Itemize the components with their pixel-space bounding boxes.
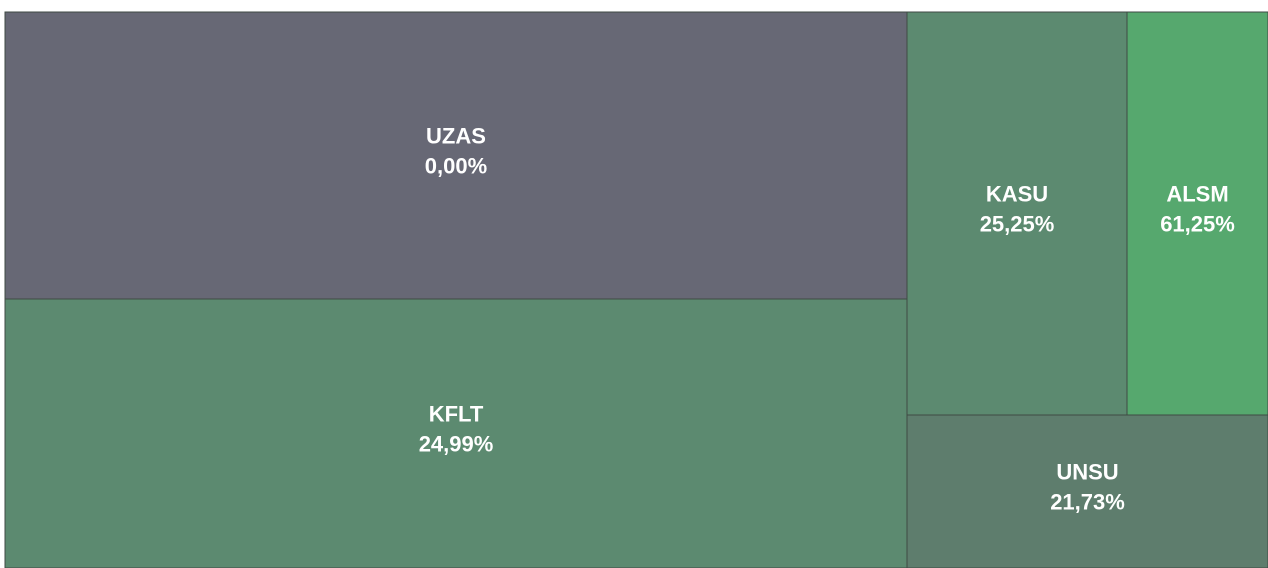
tile-value: 0,00%	[425, 153, 487, 178]
tile	[906, 414, 1268, 568]
tile-name: UZAS	[426, 123, 486, 148]
tile	[1126, 11, 1268, 416]
tile-value: 24,99%	[419, 431, 494, 456]
tile-value: 61,25%	[1160, 211, 1235, 236]
tile-name: UNSU	[1056, 459, 1118, 484]
tile-name: KASU	[986, 181, 1048, 206]
tile-value: 25,25%	[980, 211, 1055, 236]
tile-name: KFLT	[429, 401, 484, 426]
tile-value: 21,73%	[1050, 489, 1125, 514]
tile	[4, 11, 908, 300]
tile-name: ALSM	[1166, 181, 1228, 206]
tile	[4, 298, 908, 568]
